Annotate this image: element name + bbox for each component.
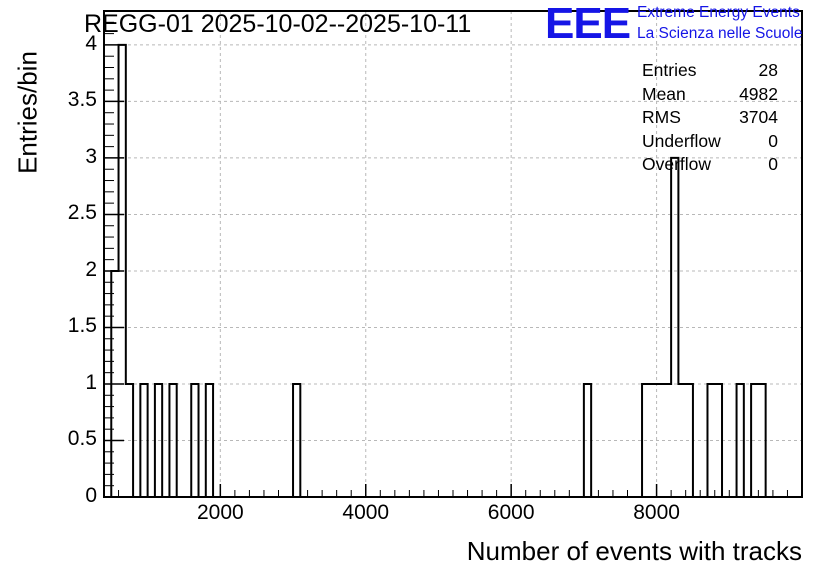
logo-line-1: Extreme Energy Events [637,4,800,21]
stat-label: Overflow [642,154,712,175]
y-tick-label: 0 [85,484,97,507]
stat-row-rms: RMS 3704 [642,106,778,130]
x-tick-label: 2000 [196,501,244,524]
y-tick-label: 4 [85,31,97,55]
stat-value: 28 [758,60,778,80]
histogram-bin [686,384,693,497]
stat-row-entries: Entries 28 [642,59,778,83]
histogram-bin [155,384,162,497]
eee-logo: EEE [545,0,631,48]
histogram-bin [293,384,300,497]
chart-title: REGG-01 2025-10-02--2025-10-11 [84,10,472,38]
stat-label: Mean [642,83,686,104]
histogram-bin [664,384,671,497]
histogram-bin [119,45,126,497]
histogram-bin [678,384,685,497]
stat-label: Underflow [642,130,721,151]
x-tick-label: 4000 [342,501,390,524]
histogram-bin [584,384,591,497]
histogram-outline [110,43,767,497]
x-tick-label: 6000 [487,501,535,524]
histogram-bin [649,384,656,497]
y-tick-label: 2.5 [67,201,97,225]
y-tick-label: 1.5 [67,314,97,338]
y-axis-label: Entries/bin [12,51,43,174]
histogram-bin [671,158,678,497]
histogram-bin [657,384,664,497]
histogram-bin [206,384,213,497]
x-tick-label: 8000 [633,501,680,524]
stat-value: 0 [768,154,778,175]
histogram-bin [169,384,176,497]
histogram-bin [707,384,714,497]
stats-box: Entries 28 Mean 4982 RMS 3704 Underflow … [642,59,778,177]
histogram-bin [642,384,649,497]
y-tick-label: 2 [85,257,97,281]
histogram-bin [191,384,198,497]
histogram-bin [715,384,722,497]
stat-row-overflow: Overflow 0 [642,153,778,177]
histogram-bin [758,384,765,497]
stat-row-underflow: Underflow 0 [642,130,778,154]
y-tick-label: 0.5 [67,427,97,451]
stat-label: Entries [642,60,697,80]
y-tick-label: 3 [85,144,97,168]
y-tick-label: 1 [85,370,97,394]
stat-value: 0 [768,130,778,151]
histogram-bin [751,384,758,497]
plot-frame [103,10,803,498]
stat-label: RMS [642,107,681,128]
histogram-bin [111,271,118,497]
y-tick-label: 3.5 [67,88,97,112]
logo-line-2: La Scienza nelle Scuole [637,25,803,42]
histogram-bin [737,384,744,497]
histogram-bin [126,384,133,497]
stat-value: 4982 [739,83,778,104]
stat-value: 3704 [739,107,778,128]
histogram-bin [140,384,147,497]
x-axis-label: Number of events with tracks [466,536,802,566]
stat-row-mean: Mean 4982 [642,83,778,107]
